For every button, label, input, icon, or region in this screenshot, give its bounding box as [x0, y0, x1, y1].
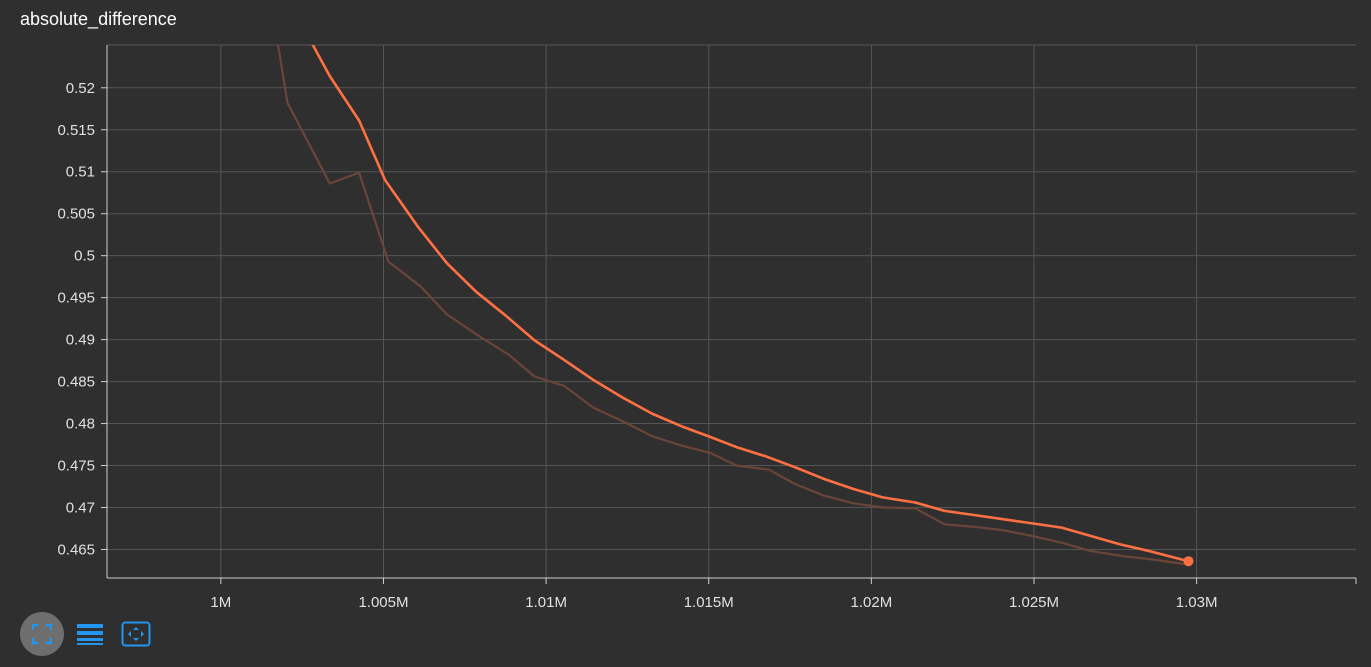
y-tick-label: 0.465 — [57, 541, 95, 558]
x-tick-label: 1.02M — [851, 594, 893, 611]
y-tick-label: 0.47 — [66, 499, 95, 516]
toggle-log-scale-icon — [77, 624, 103, 645]
raw-series-line — [276, 45, 1189, 566]
y-tick-label: 0.495 — [57, 290, 95, 307]
reset-zoom-icon — [121, 621, 151, 647]
x-tick-label: 1.005M — [358, 594, 408, 611]
y-tick-label: 0.5 — [74, 248, 95, 265]
x-tick-label: 1.025M — [1009, 594, 1059, 611]
x-tick-label: 1.01M — [525, 594, 567, 611]
series-lines — [276, 45, 1194, 567]
y-tick-label: 0.485 — [57, 374, 95, 391]
last-point-marker — [1183, 556, 1194, 567]
smoothed-series-line — [311, 45, 1189, 563]
x-tick-label: 1.015M — [684, 594, 734, 611]
axes — [101, 45, 1357, 584]
y-tick-label: 0.475 — [57, 458, 95, 475]
x-tick-labels: 1M 1.005M 1.01M 1.015M 1.02M 1.025M 1.03M — [210, 594, 1217, 611]
y-tick-label: 0.48 — [66, 416, 95, 433]
y-tick-label: 0.505 — [57, 206, 95, 223]
toggle-log-scale-button[interactable] — [70, 612, 110, 656]
chart-title: absolute_difference — [20, 9, 177, 29]
y-tick-labels: 0.465 0.47 0.475 0.48 0.485 0.49 0.495 0.5 0.505… — [57, 80, 95, 559]
y-tick-label: 0.52 — [66, 80, 95, 97]
chart-toolbar — [20, 612, 156, 656]
reset-zoom-button[interactable] — [116, 612, 156, 656]
y-tick-label: 0.49 — [66, 332, 95, 349]
y-tick-label: 0.51 — [66, 164, 95, 181]
y-tick-label: 0.515 — [57, 122, 95, 139]
fit-to-data-button[interactable] — [20, 612, 64, 656]
fit-to-data-icon — [31, 623, 53, 645]
x-tick-label: 1M — [210, 594, 231, 611]
x-tick-label: 1.03M — [1176, 594, 1218, 611]
grid-lines — [107, 44, 1356, 578]
